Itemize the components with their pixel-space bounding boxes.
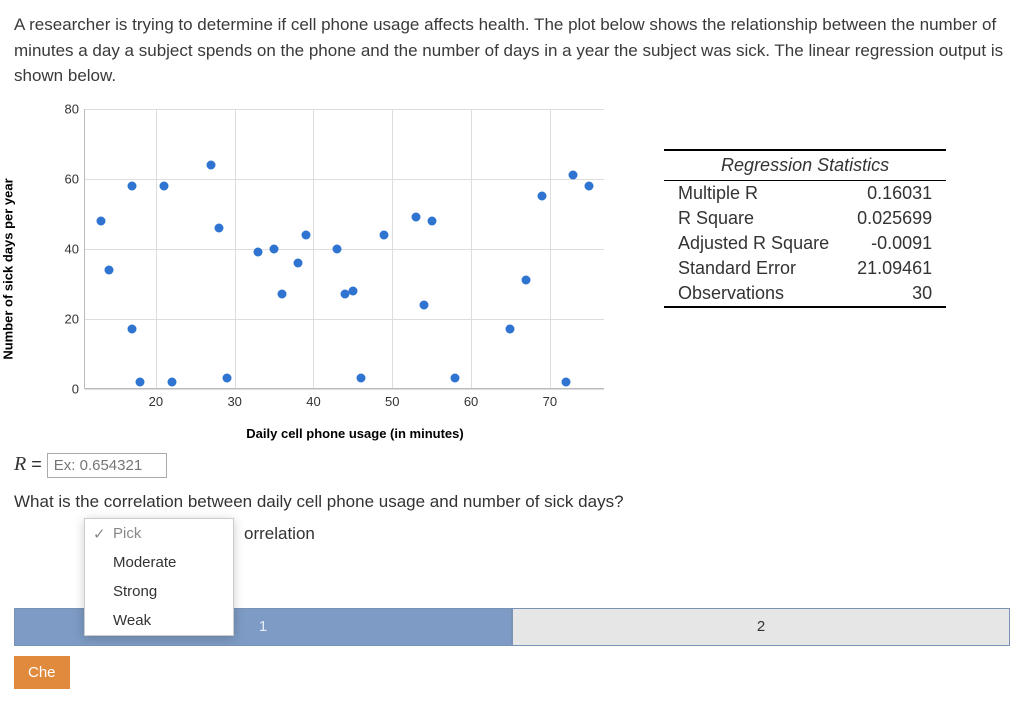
stats-row: Multiple R0.16031 <box>664 180 946 206</box>
correlation-dropdown[interactable]: PickModerateStrongWeak <box>84 518 234 636</box>
x-tick-label: 30 <box>227 394 241 409</box>
check-button[interactable]: Che <box>14 656 70 689</box>
y-tick-label: 0 <box>72 381 79 396</box>
chart-and-stats-row: Number of sick days per year 20304050607… <box>14 99 1010 439</box>
y-tick-label: 60 <box>65 171 79 186</box>
data-point <box>214 223 223 232</box>
data-point <box>506 325 515 334</box>
y-axis-label: Number of sick days per year <box>1 178 16 359</box>
data-point <box>254 248 263 257</box>
dropdown-option[interactable]: Pick <box>85 519 233 548</box>
stats-label: Multiple R <box>664 180 843 206</box>
x-tick-label: 20 <box>149 394 163 409</box>
data-point <box>270 244 279 253</box>
data-point <box>427 216 436 225</box>
data-point <box>293 258 302 267</box>
x-axis-label: Daily cell phone usage (in minutes) <box>246 426 463 441</box>
regression-stats-table: Regression Statistics Multiple R0.16031R… <box>664 149 946 308</box>
data-point <box>136 377 145 386</box>
y-tick-label: 40 <box>65 241 79 256</box>
data-point <box>380 230 389 239</box>
dropdown-option[interactable]: Strong <box>85 577 233 606</box>
dropdown-option[interactable]: Moderate <box>85 548 233 577</box>
data-point <box>585 181 594 190</box>
data-point <box>419 300 428 309</box>
data-point <box>569 171 578 180</box>
y-tick-label: 80 <box>65 101 79 116</box>
data-point <box>301 230 310 239</box>
data-point <box>222 374 231 383</box>
data-point <box>561 377 570 386</box>
data-point <box>356 374 365 383</box>
y-tick-label: 20 <box>65 311 79 326</box>
stats-value: 21.09461 <box>843 256 946 281</box>
step-2[interactable]: 2 <box>511 609 1009 645</box>
data-point <box>128 325 137 334</box>
data-point <box>104 265 113 274</box>
stats-title: Regression Statistics <box>664 150 946 181</box>
correlation-question: What is the correlation between daily ce… <box>14 492 1010 512</box>
r-input-row: R = <box>14 453 1010 478</box>
stats-value: 0.025699 <box>843 206 946 231</box>
stats-label: R Square <box>664 206 843 231</box>
dropdown-option[interactable]: Weak <box>85 606 233 635</box>
data-point <box>277 290 286 299</box>
x-tick-label: 60 <box>464 394 478 409</box>
data-point <box>537 192 546 201</box>
data-point <box>96 216 105 225</box>
stats-row: Standard Error21.09461 <box>664 256 946 281</box>
stats-row: Adjusted R Square-0.0091 <box>664 231 946 256</box>
scatter-chart: Number of sick days per year 20304050607… <box>14 99 634 439</box>
data-point <box>411 213 420 222</box>
data-point <box>167 377 176 386</box>
equals-sign: = <box>31 454 42 474</box>
plot-area: 203040506070020406080 <box>84 109 604 389</box>
stats-value: 30 <box>843 281 946 307</box>
r-symbol: R <box>14 453 26 475</box>
question-prompt: A researcher is trying to determine if c… <box>14 12 1010 89</box>
x-tick-label: 50 <box>385 394 399 409</box>
x-tick-label: 40 <box>306 394 320 409</box>
data-point <box>522 276 531 285</box>
stats-value: -0.0091 <box>843 231 946 256</box>
data-point <box>333 244 342 253</box>
r-value-input[interactable] <box>47 453 167 478</box>
stats-label: Standard Error <box>664 256 843 281</box>
stats-label: Adjusted R Square <box>664 231 843 256</box>
data-point <box>128 181 137 190</box>
stats-row: Observations30 <box>664 281 946 307</box>
stats-row: R Square0.025699 <box>664 206 946 231</box>
correlation-dropdown-wrap: PickModerateStrongWeak orrelation <box>84 518 1010 548</box>
x-tick-label: 70 <box>543 394 557 409</box>
correlation-suffix: orrelation <box>244 524 315 544</box>
data-point <box>207 160 216 169</box>
stats-value: 0.16031 <box>843 180 946 206</box>
data-point <box>159 181 168 190</box>
stats-label: Observations <box>664 281 843 307</box>
data-point <box>451 374 460 383</box>
data-point <box>348 286 357 295</box>
